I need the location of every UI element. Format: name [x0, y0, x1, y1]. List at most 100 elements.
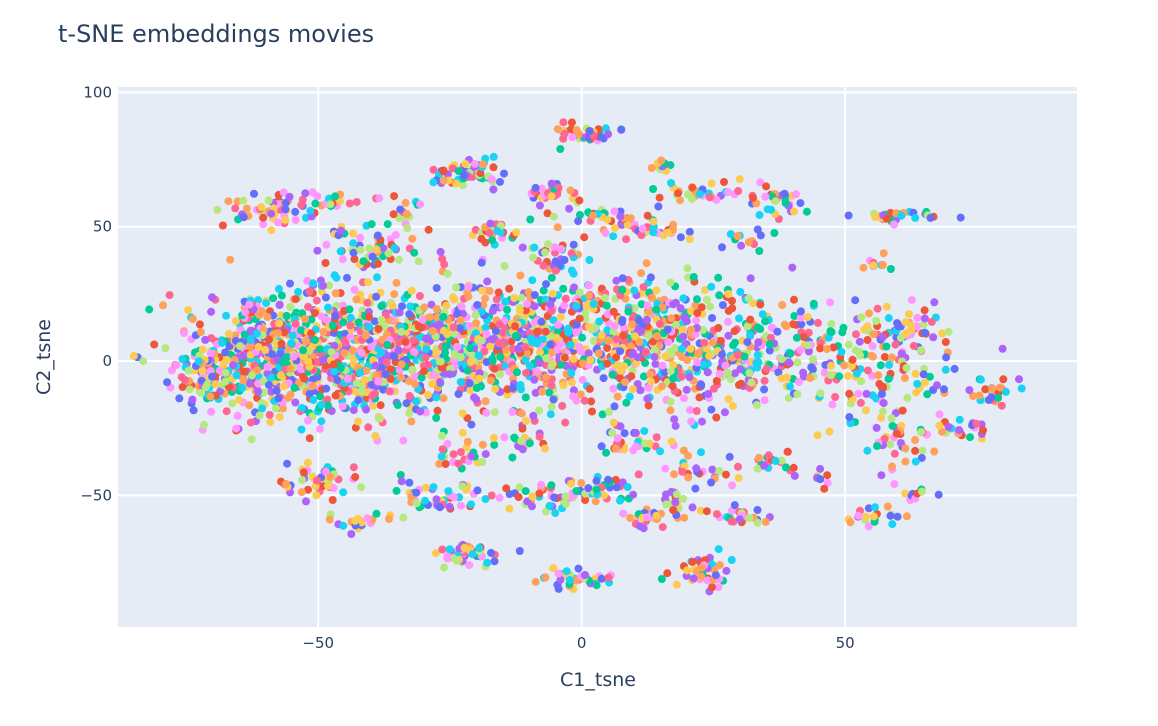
scatter-point — [290, 383, 299, 392]
scatter-point — [442, 301, 451, 310]
scatter-point — [441, 342, 450, 351]
scatter-point — [350, 285, 359, 294]
scatter-point — [392, 486, 401, 495]
scatter-point — [395, 214, 404, 222]
scatter-point — [412, 499, 421, 508]
scatter-point — [846, 419, 855, 428]
scatter-point — [178, 355, 187, 364]
scatter-point — [863, 322, 872, 331]
scatter-point — [941, 365, 950, 374]
scatter-point — [848, 355, 857, 364]
scatter-point — [445, 370, 454, 379]
scatter-point — [432, 305, 441, 313]
scatter-point — [405, 409, 414, 418]
scatter-point — [867, 351, 876, 360]
scatter-point — [489, 152, 498, 161]
scatter-point — [263, 313, 272, 321]
scatter-point — [575, 196, 584, 205]
scatter-point — [530, 243, 539, 252]
scatter-point — [581, 314, 590, 323]
scatter-point — [567, 266, 576, 275]
scatter-point — [856, 351, 864, 360]
scatter-point — [377, 315, 386, 324]
scatter-point — [496, 370, 504, 379]
scatter-point — [715, 467, 724, 476]
scatter-point — [317, 417, 326, 426]
scatter-point — [319, 281, 328, 290]
scatter-point — [539, 286, 548, 295]
scatter-point — [826, 298, 835, 307]
scatter-point — [868, 342, 877, 350]
scatter-point — [697, 448, 705, 457]
scatter-point — [324, 303, 332, 312]
scatter-point — [755, 211, 764, 219]
scatter-point — [482, 330, 491, 339]
scatter-point — [407, 286, 416, 295]
scatter-point — [412, 488, 421, 497]
scatter-point — [677, 344, 686, 353]
scatter-point — [891, 340, 900, 349]
scatter-point — [428, 327, 437, 336]
scatter-point — [547, 481, 556, 490]
scatter-point — [827, 320, 836, 328]
scatter-point — [386, 365, 395, 374]
scatter-point — [303, 416, 312, 425]
scatter-point — [300, 374, 309, 383]
scatter-point — [557, 245, 566, 254]
scatter-point — [857, 377, 866, 386]
scatter-point — [321, 293, 330, 302]
scatter-point — [310, 336, 319, 344]
scatter-point — [487, 175, 496, 184]
scatter-point — [239, 374, 248, 383]
scatter-point — [727, 556, 736, 564]
scatter-point — [443, 439, 452, 448]
scatter-point — [680, 513, 689, 522]
scatter-point — [785, 382, 794, 391]
scatter-point — [321, 467, 330, 476]
scatter-point — [635, 338, 644, 346]
scatter-point — [955, 415, 964, 424]
scatter-point — [374, 325, 383, 334]
scatter-point — [194, 357, 203, 366]
scatter-point — [565, 576, 574, 584]
scatter-point — [327, 407, 336, 415]
scatter-point — [869, 512, 878, 521]
scatter-point — [397, 327, 406, 336]
scatter-point — [439, 166, 448, 175]
scatter-point — [436, 320, 444, 329]
scatter-point — [737, 379, 746, 388]
scatter-point — [437, 363, 446, 372]
scatter-point — [495, 493, 504, 502]
scatter-point — [754, 338, 763, 347]
scatter-point — [941, 338, 950, 346]
scatter-point — [917, 428, 926, 436]
scatter-point — [501, 297, 510, 306]
scatter-point — [736, 365, 745, 374]
scatter-point — [930, 298, 939, 307]
scatter-point — [208, 372, 217, 381]
scatter-point — [911, 213, 920, 222]
scatter-point — [372, 509, 381, 518]
scatter-point — [562, 567, 571, 576]
scatter-point — [618, 316, 627, 324]
scatter-point — [683, 264, 692, 273]
scatter-point — [840, 361, 849, 370]
scatter-point — [746, 331, 755, 340]
scatter-point — [421, 496, 429, 505]
scatter-point — [537, 184, 546, 193]
scatter-point — [243, 204, 251, 213]
scatter-point — [737, 241, 746, 250]
scatter-point — [655, 320, 664, 328]
scatter-point — [386, 375, 395, 383]
scatter-point — [352, 295, 361, 304]
scatter-point — [313, 192, 322, 201]
scatter-point — [311, 309, 319, 317]
scatter-point — [517, 385, 525, 394]
scatter-point — [580, 233, 589, 242]
scatter-point — [864, 522, 873, 531]
scatter-point — [697, 572, 706, 581]
scatter-point — [478, 286, 486, 295]
scatter-point — [535, 432, 544, 441]
scatter-point — [376, 401, 385, 410]
scatter-point — [507, 337, 516, 346]
